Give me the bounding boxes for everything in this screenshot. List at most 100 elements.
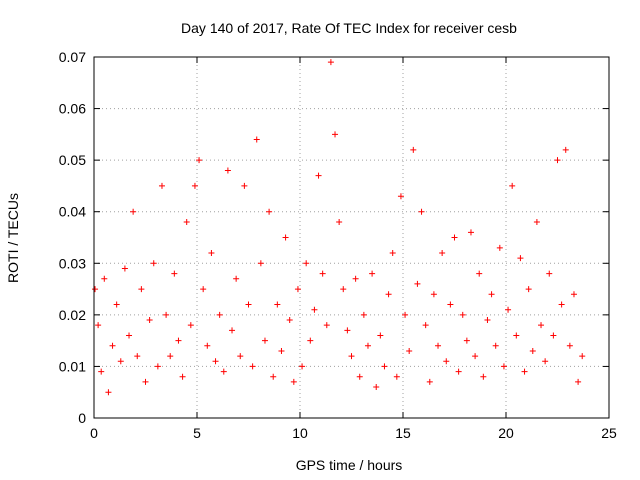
x-tick-label: 10 — [292, 425, 308, 441]
data-point — [451, 234, 458, 241]
data-point — [187, 322, 194, 329]
data-point — [92, 286, 99, 293]
data-point — [570, 291, 577, 298]
data-point — [200, 286, 207, 293]
data-point — [327, 59, 334, 66]
data-point — [447, 301, 454, 308]
data-point — [134, 353, 141, 360]
data-point — [385, 291, 392, 298]
data-point — [332, 131, 339, 138]
data-point — [241, 182, 248, 189]
data-point — [418, 208, 425, 215]
data-point — [505, 306, 512, 313]
y-tick-label: 0.07 — [59, 49, 86, 65]
y-tick-label: 0.01 — [59, 358, 86, 374]
data-point — [463, 337, 470, 344]
plot-frame — [93, 56, 610, 419]
data-point — [208, 249, 215, 256]
data-point — [224, 167, 231, 174]
data-point — [196, 157, 203, 164]
data-point — [558, 301, 565, 308]
x-tick-label: 25 — [601, 425, 617, 441]
y-tick-label: 0.04 — [59, 204, 86, 220]
y-tick-label: 0.05 — [59, 152, 86, 168]
data-point — [455, 368, 462, 375]
data-point — [274, 301, 281, 308]
y-axis-ticks: 0 0.01 0.02 0.03 0.04 0.05 0.06 0.07 — [59, 49, 609, 426]
data-point — [299, 363, 306, 370]
data-point — [402, 311, 409, 318]
data-point — [406, 347, 413, 354]
data-point — [344, 327, 351, 334]
data-point — [562, 146, 569, 153]
data-point — [364, 342, 371, 349]
data-point — [579, 353, 586, 360]
data-point — [220, 368, 227, 375]
data-point — [381, 363, 388, 370]
data-point — [340, 286, 347, 293]
data-point — [261, 337, 268, 344]
data-point — [286, 317, 293, 324]
data-point — [315, 172, 322, 179]
data-point — [323, 322, 330, 329]
data-point — [229, 327, 236, 334]
data-point — [257, 260, 264, 267]
data-point — [163, 311, 170, 318]
data-point — [529, 347, 536, 354]
data-point — [121, 265, 128, 272]
x-tick-label: 0 — [90, 425, 98, 441]
data-point — [171, 270, 178, 277]
data-point — [369, 270, 376, 277]
data-point — [521, 368, 528, 375]
y-tick-label: 0.06 — [59, 101, 86, 117]
data-point — [538, 322, 545, 329]
data-point — [484, 317, 491, 324]
data-point — [253, 136, 260, 143]
data-point — [237, 353, 244, 360]
data-point — [138, 286, 145, 293]
data-point — [105, 389, 112, 396]
data-point — [389, 249, 396, 256]
data-point — [150, 260, 157, 267]
data-point — [216, 311, 223, 318]
data-point — [476, 270, 483, 277]
data-point — [167, 353, 174, 360]
data-point — [554, 157, 561, 164]
data-points — [92, 59, 586, 396]
data-point — [154, 363, 161, 370]
data-point — [311, 306, 318, 313]
chart-title: Day 140 of 2017, Rate Of TEC Index for r… — [181, 20, 517, 36]
data-point — [183, 219, 190, 226]
data-point — [459, 311, 466, 318]
x-tick-label: 5 — [193, 425, 201, 441]
x-tick-label: 15 — [395, 425, 411, 441]
data-point — [467, 229, 474, 236]
data-point — [533, 219, 540, 226]
data-point — [212, 358, 219, 365]
data-point — [113, 301, 120, 308]
x-tick-label: 20 — [498, 425, 514, 441]
data-point — [270, 373, 277, 380]
data-point — [517, 255, 524, 262]
data-point — [245, 301, 252, 308]
data-point — [307, 337, 314, 344]
y-tick-label: 0.03 — [59, 255, 86, 271]
data-point — [397, 193, 404, 200]
data-point — [430, 291, 437, 298]
data-point — [204, 342, 211, 349]
data-point — [426, 378, 433, 385]
grid-lines — [94, 57, 609, 418]
data-point — [373, 384, 380, 391]
data-point — [290, 378, 297, 385]
data-point — [294, 286, 301, 293]
data-point — [393, 373, 400, 380]
data-point — [142, 378, 149, 385]
data-point — [98, 368, 105, 375]
data-point — [101, 275, 108, 282]
data-point — [126, 332, 133, 339]
y-axis-label: ROTI / TECUs — [5, 193, 21, 283]
data-point — [546, 270, 553, 277]
data-point — [566, 342, 573, 349]
data-point — [109, 342, 116, 349]
